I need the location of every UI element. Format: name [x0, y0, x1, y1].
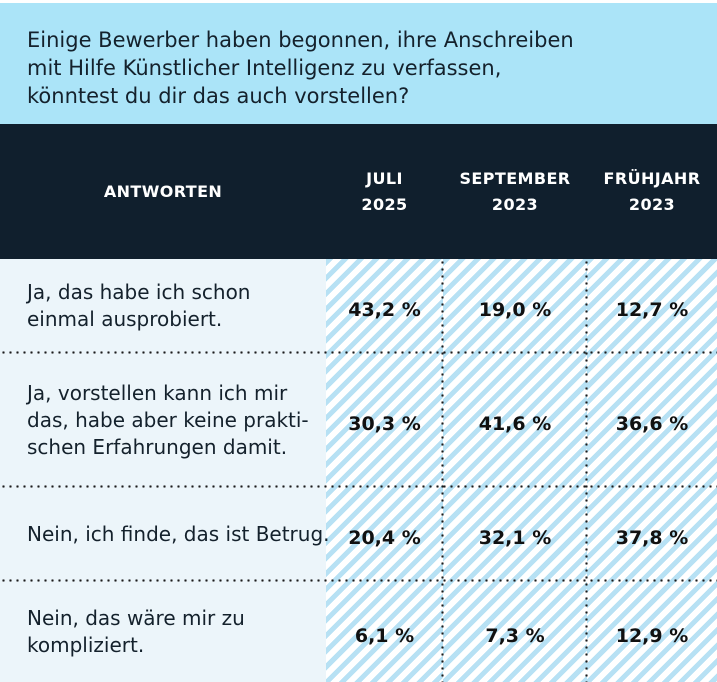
value-cell-fruehjahr-2023: 36,6 % — [615, 413, 689, 435]
column-header-fruehjahr-2023: FRÜHJAHR 2023 — [587, 124, 717, 259]
answer-text-line: Ja, das habe ich schon — [27, 280, 251, 304]
column-header-september-2023: SEPTEMBER 2023 — [443, 124, 587, 259]
value-column-background-juli-2025 — [326, 259, 443, 682]
column-header-year: 2023 — [628, 194, 676, 214]
answer-text-line: schen Erfahrungen damit. — [27, 434, 288, 459]
table-body: Ja, das habe ich schon einmal ausprobier… — [0, 259, 717, 682]
value-cell-juli-2025: 6,1 % — [354, 624, 415, 647]
value-column-background-fruehjahr-2023 — [587, 259, 717, 682]
column-header-answers: ANTWORTEN — [0, 124, 326, 259]
question-line: Einige Bewerber haben begonnen, ihre Ans… — [27, 28, 574, 52]
value-cell-september-2023: 7,3 % — [485, 624, 545, 647]
column-header-label: SEPTEMBER — [459, 168, 571, 188]
value-cell-fruehjahr-2023: 37,8 % — [615, 527, 689, 549]
table-row: Nein, das wäre mir zu kompliziert. 6,1 %… — [0, 581, 717, 682]
answer-text-line: kompliziert. — [27, 632, 145, 657]
table-header: ANTWORTEN JULI 2025 SEPTEMBER 2023 FRÜHJ… — [0, 124, 717, 259]
answer-cell: Nein, ich finde, das ist Betrug. — [0, 487, 330, 581]
answer-cell: Nein, das wäre mir zu kompliziert. — [0, 581, 326, 682]
value-cell-juli-2025: 20,4 % — [348, 527, 421, 549]
question-banner: Einige Bewerber haben begonnen, ihre Ans… — [0, 3, 717, 124]
column-header-label: ANTWORTEN — [103, 181, 223, 201]
answer-cell: Ja, vorstellen kann ich mir das, habe ab… — [0, 353, 326, 487]
answer-text-line: Nein, das wäre mir zu — [27, 605, 245, 630]
table-row: Ja, das habe ich schon einmal ausprobier… — [0, 259, 717, 353]
value-cell-juli-2025: 30,3 % — [348, 413, 421, 435]
answer-text-line: Nein, ich finde, das ist Betrug. — [27, 521, 330, 546]
column-header-label: JULI — [366, 168, 403, 188]
answer-text-line: Ja, vorstellen kann ich mir — [27, 380, 288, 405]
column-header-juli-2025: JULI 2025 — [326, 124, 443, 259]
question-line: mit Hilfe Künstlicher Intelligenz zu ver… — [27, 56, 502, 80]
value-cell-fruehjahr-2023: 12,7 % — [615, 299, 689, 321]
value-cell-september-2023: 41,6 % — [478, 413, 552, 435]
answer-text-line: das, habe aber keine prakti- — [27, 407, 309, 432]
dotted-column-separator — [441, 259, 444, 682]
value-cell-september-2023: 32,1 % — [478, 527, 552, 549]
answer-text-line: einmal ausprobiert. — [27, 307, 223, 331]
answers-column-background — [0, 259, 326, 682]
column-header-year: 2025 — [361, 194, 408, 214]
value-cell-september-2023: 19,0 % — [478, 299, 552, 321]
question-line: könntest du dir das auch vorstellen? — [27, 84, 410, 108]
table-row: Nein, ich finde, das ist Betrug. 20,4 % … — [0, 487, 717, 581]
value-cell-fruehjahr-2023: 12,9 % — [615, 624, 689, 647]
answer-cell: Ja, das habe ich schon einmal ausprobier… — [0, 259, 326, 353]
dotted-row-divider — [0, 351, 717, 354]
dotted-row-divider — [0, 579, 717, 582]
column-header-year: 2023 — [491, 194, 539, 214]
dotted-row-divider — [0, 485, 717, 488]
column-header-label: FRÜHJAHR — [603, 168, 701, 188]
value-cell-juli-2025: 43,2 % — [348, 299, 421, 321]
table-row: Ja, vorstellen kann ich mir das, habe ab… — [0, 353, 717, 487]
dotted-column-separator — [585, 259, 588, 682]
value-column-background-september-2023 — [443, 259, 587, 682]
table-rows: Ja, das habe ich schon einmal ausprobier… — [0, 259, 717, 682]
